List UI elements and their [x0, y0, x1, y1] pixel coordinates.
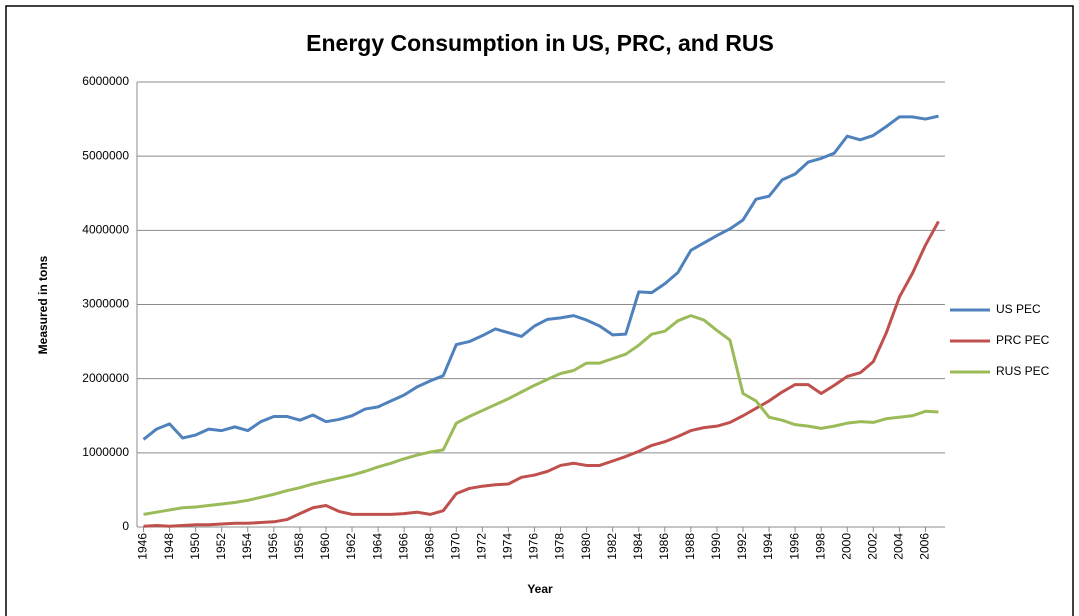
x-tick-label: 1954: [240, 533, 254, 560]
y-tick-label: 6000000: [82, 74, 129, 88]
series-line: [142, 114, 939, 441]
x-tick-label: 1970: [448, 533, 462, 560]
series-line: [143, 314, 939, 516]
x-tick-label: 1974: [501, 533, 515, 560]
x-tick-label: 1994: [761, 533, 775, 560]
x-tick-label: 1950: [188, 533, 202, 560]
chart-title: Energy Consumption in US, PRC, and RUS: [306, 30, 774, 56]
x-axis-label: Year: [527, 582, 553, 596]
x-tick-label: 2002: [865, 533, 879, 560]
x-tick-label: 1956: [266, 533, 280, 560]
y-tick-label: 2000000: [82, 371, 129, 385]
x-tick-label: 1978: [553, 533, 567, 560]
x-tick-label: 1990: [709, 533, 723, 560]
x-tick-label: 2004: [892, 533, 906, 560]
x-tick-label: 1946: [136, 533, 150, 560]
x-tick-label: 1962: [344, 533, 358, 560]
y-tick-label: 1000000: [82, 445, 129, 459]
y-tick-label: 0: [122, 519, 129, 533]
x-tick-label: 2006: [918, 533, 932, 560]
chart-frame: [5, 5, 1074, 616]
x-tick-label: 1996: [787, 533, 801, 560]
x-tick-label: 1972: [475, 533, 489, 560]
x-tick-label: 1958: [292, 533, 306, 560]
x-tick-label: 1948: [162, 533, 176, 560]
x-tick-label: 1998: [813, 533, 827, 560]
x-tick-label: 1984: [631, 533, 645, 560]
x-tick-label: 2000: [839, 533, 853, 560]
legend-label: US PEC: [996, 302, 1041, 316]
y-axis-label: Measured in tons: [36, 255, 50, 354]
x-tick-label: 1976: [527, 533, 541, 560]
x-tick-label: 1952: [214, 533, 228, 560]
x-tick-label: 1966: [396, 533, 410, 560]
legend-label: PRC PEC: [996, 333, 1050, 347]
x-tick-label: 1988: [683, 533, 697, 560]
x-tick-label: 1992: [735, 533, 749, 560]
x-tick-label: 1960: [318, 533, 332, 560]
legend-label: RUS PEC: [996, 364, 1050, 378]
x-tick-label: 1982: [605, 533, 619, 560]
series-line: [143, 220, 940, 528]
x-tick-label: 1964: [370, 533, 384, 560]
y-tick-label: 3000000: [82, 297, 129, 311]
y-tick-label: 4000000: [82, 223, 129, 237]
x-tick-label: 1980: [579, 533, 593, 560]
x-tick-label: 1968: [422, 533, 436, 560]
x-tick-label: 1986: [657, 533, 671, 560]
y-tick-label: 5000000: [82, 148, 129, 162]
